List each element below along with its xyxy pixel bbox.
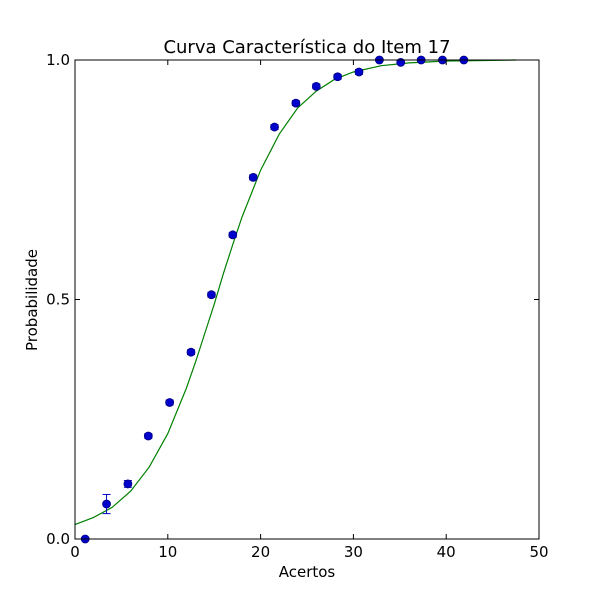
data-point: [311, 81, 321, 91]
chart-title: Curva Característica do Item 17: [163, 37, 450, 58]
data-point: [291, 98, 301, 108]
y-axis-label: Probabilidade: [23, 249, 41, 351]
data-point: [248, 172, 258, 182]
x-axis-label: Acertos: [279, 563, 336, 581]
x-tick-label: 20: [251, 543, 270, 561]
x-tick-label: 10: [158, 543, 177, 561]
data-point: [270, 122, 279, 132]
data-point: [207, 290, 216, 300]
data-point: [165, 398, 175, 407]
x-tick-label: 50: [529, 543, 548, 561]
x-tick-label: 40: [437, 543, 456, 561]
axis-ticks: 0 10 20 30 40 50 0.0 0.5 1.0: [46, 51, 548, 561]
data-point: [228, 230, 238, 240]
y-tick-label: 1.0: [46, 51, 70, 69]
data-point: [354, 67, 364, 77]
data-point: [186, 347, 196, 357]
data-point: [123, 479, 133, 489]
y-tick-label: 0.5: [46, 291, 70, 309]
fitted-curve: [74, 59, 516, 526]
x-tick-label: 0: [70, 543, 80, 561]
data-point: [143, 431, 153, 441]
y-tick-label: 0.0: [46, 530, 70, 548]
data-point: [102, 499, 111, 509]
x-tick-label: 30: [344, 543, 363, 561]
axes-frame: [74, 59, 540, 540]
data-point: [333, 72, 343, 82]
plot-area: [74, 55, 516, 544]
